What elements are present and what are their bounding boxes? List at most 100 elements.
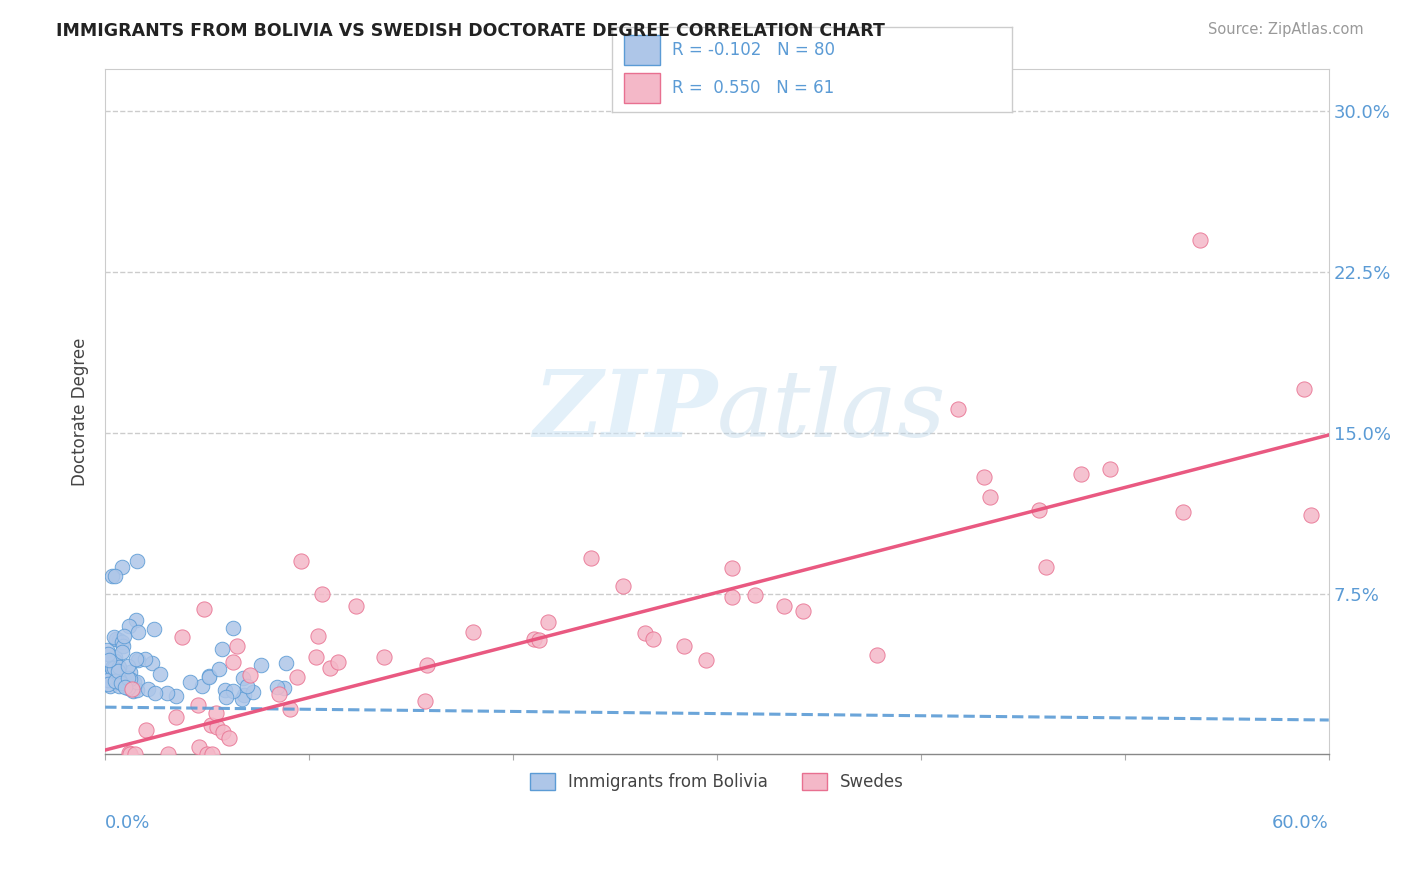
Bar (624, 36, 659, 65)
Point (222, 655, 245, 669)
Point (695, 653, 717, 667)
Point (285, 670, 308, 684)
Text: ZIP: ZIP (533, 367, 717, 457)
Point (103, 630, 125, 644)
Point (416, 658, 439, 673)
Bar (624, 73, 659, 103)
Point (98, 679, 121, 693)
Point (118, 665, 141, 679)
Point (110, 674, 132, 689)
Point (103, 674, 125, 689)
Point (214, 683, 236, 698)
Point (523, 632, 546, 646)
Point (97, 653, 120, 667)
Point (97, 673, 120, 687)
Point (127, 624, 149, 639)
Point (187, 698, 209, 713)
Point (179, 674, 201, 689)
Point (1028, 502, 1050, 516)
Text: IMMIGRANTS FROM BOLIVIA VS SWEDISH DOCTORATE DEGREE CORRELATION CHART: IMMIGRANTS FROM BOLIVIA VS SWEDISH DOCTO… (56, 22, 886, 40)
Point (278, 702, 301, 716)
Point (100, 661, 122, 675)
Point (373, 650, 395, 665)
Point (125, 652, 148, 666)
Point (149, 667, 172, 681)
Point (222, 684, 245, 698)
Point (1035, 559, 1057, 574)
Point (634, 625, 657, 640)
Point (108, 679, 131, 693)
Point (772, 599, 794, 614)
Point (124, 674, 146, 689)
Point (461, 624, 484, 639)
Point (215, 690, 238, 704)
Text: 0.0%: 0.0% (105, 814, 150, 832)
Point (242, 685, 264, 699)
Point (112, 673, 135, 687)
Point (165, 710, 187, 724)
Point (344, 599, 367, 613)
Point (117, 659, 139, 673)
Point (198, 668, 221, 682)
Point (134, 652, 156, 666)
Point (643, 632, 665, 646)
Point (1171, 505, 1194, 519)
Point (311, 587, 333, 601)
Point (269, 687, 291, 701)
Point (193, 601, 215, 615)
Point (208, 662, 231, 676)
Point (195, 747, 218, 762)
Text: atlas: atlas (717, 367, 946, 457)
Point (537, 615, 560, 629)
Point (118, 747, 141, 762)
Text: R =  0.550   N = 61: R = 0.550 N = 61 (672, 79, 834, 97)
Point (105, 632, 128, 646)
Point (1070, 467, 1092, 482)
Point (198, 670, 221, 684)
Point (101, 569, 124, 583)
Point (112, 677, 135, 691)
Point (100, 661, 122, 675)
Point (221, 621, 243, 635)
Point (218, 731, 240, 745)
Point (110, 676, 132, 690)
Point (118, 672, 141, 686)
Point (108, 660, 131, 674)
Point (273, 681, 295, 696)
Point (121, 682, 143, 697)
Point (111, 635, 134, 649)
Legend: Immigrants from Bolivia, Swedes: Immigrants from Bolivia, Swedes (523, 766, 911, 797)
Point (143, 686, 166, 700)
Point (108, 672, 131, 686)
Point (135, 723, 157, 737)
Point (274, 656, 297, 670)
Y-axis label: Doctorate Degree: Doctorate Degree (72, 337, 89, 485)
Point (307, 630, 329, 644)
Point (720, 590, 742, 604)
Point (117, 671, 139, 685)
Point (122, 684, 145, 698)
Point (226, 639, 249, 653)
Point (97, 677, 120, 691)
Point (105, 670, 128, 684)
Point (318, 660, 340, 674)
Point (96, 643, 118, 657)
Point (866, 648, 889, 662)
Point (103, 651, 125, 665)
Point (326, 655, 349, 669)
Point (211, 641, 233, 656)
Point (239, 668, 262, 682)
Point (112, 639, 135, 653)
Point (118, 746, 141, 760)
Point (305, 650, 328, 665)
Point (114, 680, 136, 694)
Point (108, 672, 131, 686)
Point (117, 681, 139, 695)
Text: Source: ZipAtlas.com: Source: ZipAtlas.com (1208, 22, 1364, 37)
Point (413, 693, 436, 707)
Point (104, 654, 127, 668)
Point (188, 739, 211, 754)
Point (236, 679, 259, 693)
Point (191, 679, 214, 693)
Point (125, 682, 148, 697)
